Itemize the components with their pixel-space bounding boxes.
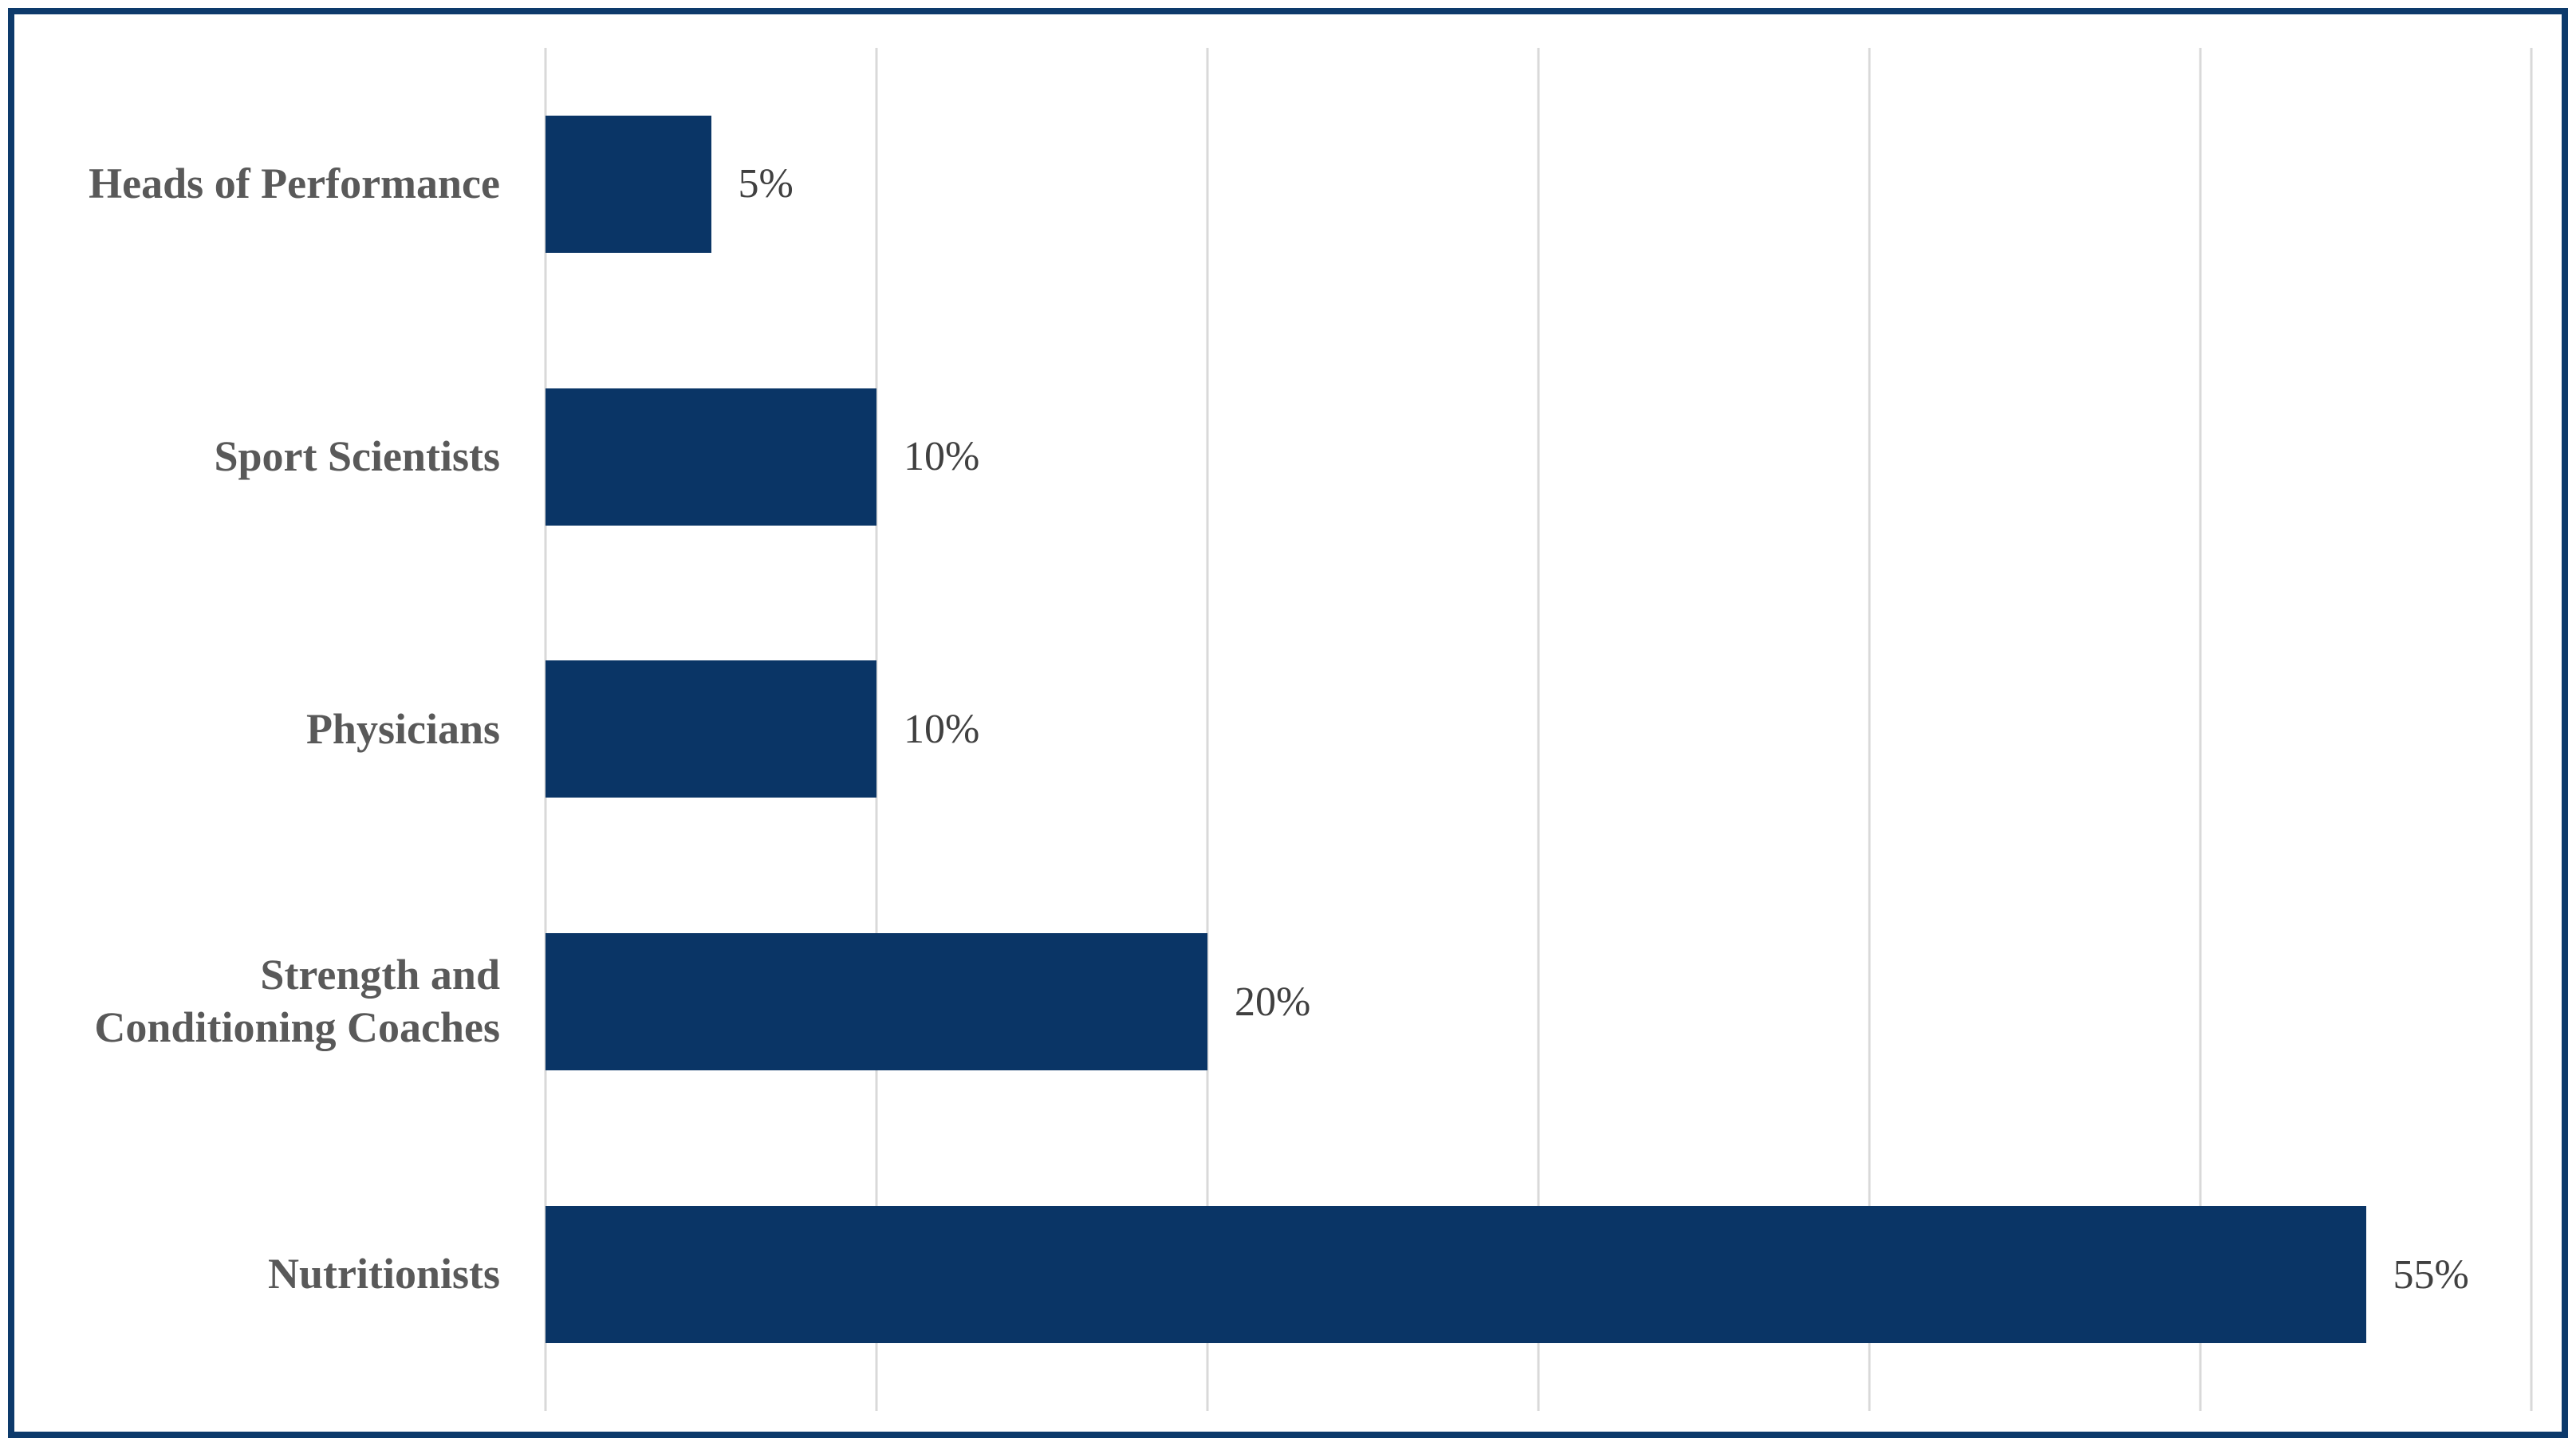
bar-row: Physicians 10% [14,593,2531,866]
value-label: 10% [904,434,980,480]
category-label: Heads of Performance [89,159,500,207]
bar-track: 5% [546,48,2531,321]
value-label: 10% [904,706,980,752]
vertical-gridline [2199,48,2202,1411]
bar-track: 20% [546,865,2531,1138]
value-label: 55% [2393,1251,2469,1298]
bar-track: 10% [546,593,2531,866]
bar [546,1206,2366,1344]
vertical-gridline [2530,48,2533,1411]
category-label: Physicians [305,704,500,753]
bar-track: 55% [546,1138,2531,1411]
bar-row: Strength and Conditioning Coaches 20% [14,865,2531,1138]
chart-frame-border: Heads of Performance 5% Sport Scientists 10… [8,8,2568,1438]
bar-chart: Heads of Performance 5% Sport Scientists 10… [14,14,2562,1432]
value-label: 5% [738,161,794,207]
category-label: Sport Scientists [214,431,500,480]
vertical-gridline [875,48,878,1411]
value-label: 20% [1235,979,1311,1025]
bar [546,933,1207,1071]
bar-row: Nutritionists 55% [14,1138,2531,1411]
vertical-gridline [1206,48,1209,1411]
bar [546,115,711,253]
bar-track: 10% [546,321,2531,593]
category-label: Nutritionists [267,1250,500,1298]
vertical-gridline [1868,48,1871,1411]
bar [546,388,876,526]
bar-row: Heads of Performance 5% [14,48,2531,321]
vertical-gridline [1537,48,1540,1411]
bar-rows: Heads of Performance 5% Sport Scientists 10… [14,48,2531,1411]
bar [546,660,876,798]
bar-row: Sport Scientists 10% [14,321,2531,593]
category-label: Strength and Conditioning Coaches [94,951,500,1052]
